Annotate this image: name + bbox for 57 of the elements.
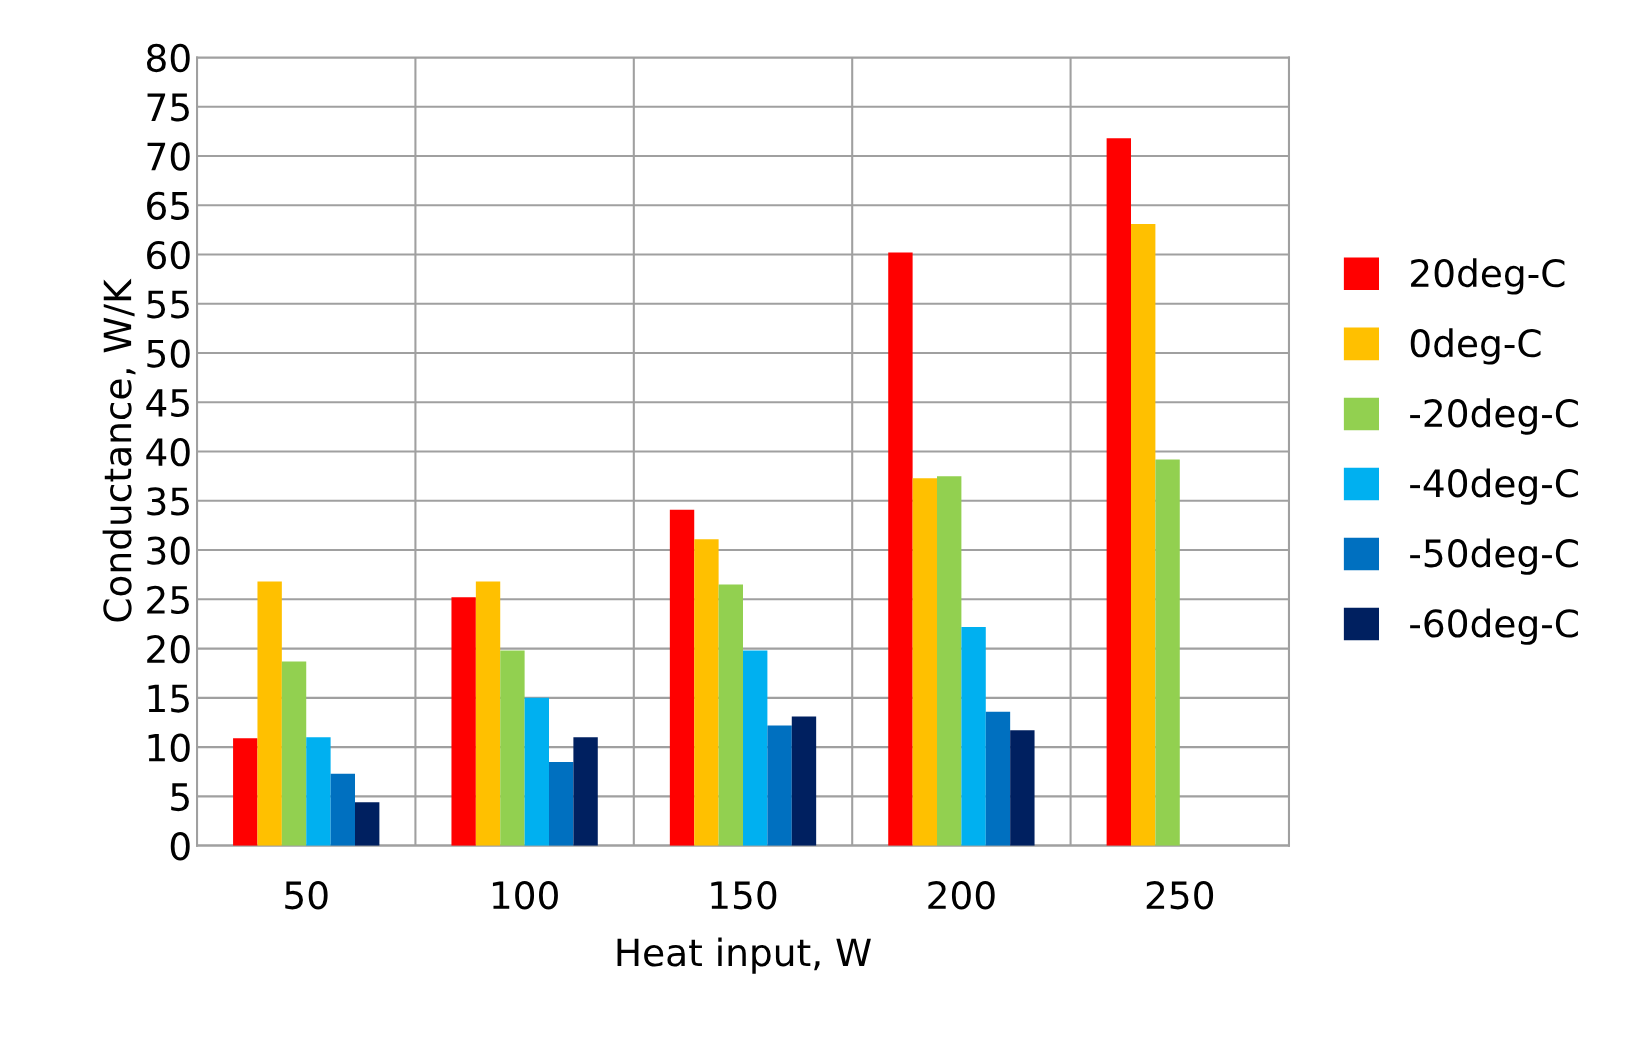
bar xyxy=(549,761,574,846)
y-tick-label: 50 xyxy=(147,339,190,368)
bar xyxy=(791,716,817,846)
x-tick-label: 100 xyxy=(492,881,558,910)
bar xyxy=(669,509,695,846)
y-tick-label: 75 xyxy=(147,93,189,122)
y-tick-label: 5 xyxy=(171,783,189,812)
x-tick-label: 150 xyxy=(711,881,777,910)
y-tick-label: 80 xyxy=(147,43,190,73)
bar xyxy=(451,597,476,846)
y-tick-label: 60 xyxy=(147,240,190,270)
y-tick-label: 55 xyxy=(147,290,189,319)
x-tick-label: 200 xyxy=(928,881,995,910)
y-tick-label: 35 xyxy=(147,487,189,516)
bar xyxy=(1131,223,1156,846)
y-tick-label: 45 xyxy=(146,389,189,418)
bar xyxy=(281,661,307,846)
y-tick-label: 30 xyxy=(147,536,190,565)
bar xyxy=(475,581,501,846)
y-tick-label: 70 xyxy=(147,142,190,171)
y-axis-title: Conductance, W/K xyxy=(102,278,136,622)
bar xyxy=(718,584,744,846)
bar xyxy=(767,725,792,846)
y-tick-label: 0 xyxy=(170,832,190,861)
legend-label: -50deg-C xyxy=(1410,538,1578,575)
bar xyxy=(573,737,598,846)
bar xyxy=(961,626,986,846)
bar xyxy=(912,478,937,846)
y-tick-label: 65 xyxy=(147,191,189,220)
bar xyxy=(694,539,719,846)
bar xyxy=(1106,138,1131,846)
bar xyxy=(888,252,913,846)
legend-label: 20deg-C xyxy=(1411,258,1565,295)
bar xyxy=(743,650,768,846)
bar xyxy=(330,773,356,846)
legend-label: 0deg-C xyxy=(1410,328,1541,365)
bar xyxy=(1155,459,1180,846)
y-tick-label: 40 xyxy=(146,437,190,467)
bar xyxy=(355,802,380,846)
bar xyxy=(1010,730,1035,846)
y-tick-label: 25 xyxy=(147,585,189,615)
y-tick-label: 20 xyxy=(147,635,190,664)
legend-label: -20deg-C xyxy=(1410,398,1578,435)
bar xyxy=(985,711,1011,846)
bar xyxy=(233,738,258,846)
bar xyxy=(500,650,525,846)
bar xyxy=(524,697,550,846)
bar xyxy=(257,581,282,846)
y-tick-label: 10 xyxy=(148,733,190,762)
legend-label: -40deg-C xyxy=(1410,468,1578,505)
x-tick-label: 50 xyxy=(285,881,328,910)
bar xyxy=(937,476,962,846)
x-axis-title: Heat input, W xyxy=(617,937,871,974)
x-tick-label: 250 xyxy=(1146,881,1214,910)
bar xyxy=(306,737,331,846)
legend-label: -60deg-C xyxy=(1410,608,1578,645)
y-tick-label: 15 xyxy=(148,684,189,713)
